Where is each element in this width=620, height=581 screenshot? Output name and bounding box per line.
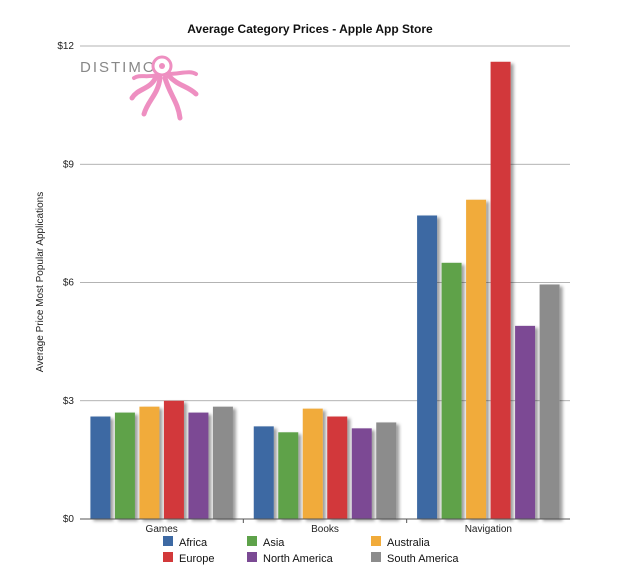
bar-games-north-america [188,412,209,519]
bar-navigation-north-america [515,325,536,519]
bar-games-south-america [212,406,233,519]
y-axis-label: Average Price Most Popular Applications [35,192,46,372]
legend-label: Africa [179,537,208,549]
y-tick-label: $9 [63,159,75,170]
y-tick-label: $3 [63,396,75,407]
chart-title: Average Category Prices - Apple App Stor… [187,22,433,36]
legend-swatch [163,536,173,546]
bar-navigation-south-america [539,284,560,519]
legend-label: North America [263,553,334,565]
bar-books-north-america [351,428,372,519]
bar-navigation-australia [466,199,487,519]
bar-games-australia [139,406,160,519]
bar-books-europe [327,416,348,519]
legend-swatch [163,552,173,562]
legend-swatch [371,552,381,562]
octopus-icon [129,55,199,121]
legend: Africa Asia Australia Europe North America So… [163,536,459,565]
logo-text: DISTIMO [80,59,157,76]
y-tick-label: $0 [63,514,75,525]
x-category-label: Games [146,524,178,535]
x-axis-categories: Games Books Navigation [146,519,512,535]
grid-lines [80,45,570,402]
legend-swatch [247,536,257,546]
legend-swatch [371,536,381,546]
distimo-logo: DISTIMO [80,55,199,121]
bar-navigation-asia [441,262,462,519]
bar-games-europe [163,400,184,519]
bar-books-south-america [376,422,397,519]
legend-label: South America [387,553,459,565]
legend-swatch [247,552,257,562]
bar-books-asia [278,432,299,519]
legend-label: Asia [263,537,285,549]
x-category-label: Books [311,524,339,535]
y-tick-label: $6 [63,278,75,289]
bar-navigation-europe [490,61,511,520]
legend-label: Australia [387,537,431,549]
bars [90,61,560,520]
x-category-label: Navigation [465,524,512,535]
bar-games-asia [114,412,135,519]
bar-books-australia [302,408,323,519]
bar-games-africa [90,416,111,519]
legend-label: Europe [179,553,214,565]
bar-navigation-africa [417,215,438,519]
y-axis-ticks: $0 $3 $6 $9 $12 [57,41,74,525]
bar-books-africa [253,426,274,519]
y-tick-label: $12 [57,41,74,52]
